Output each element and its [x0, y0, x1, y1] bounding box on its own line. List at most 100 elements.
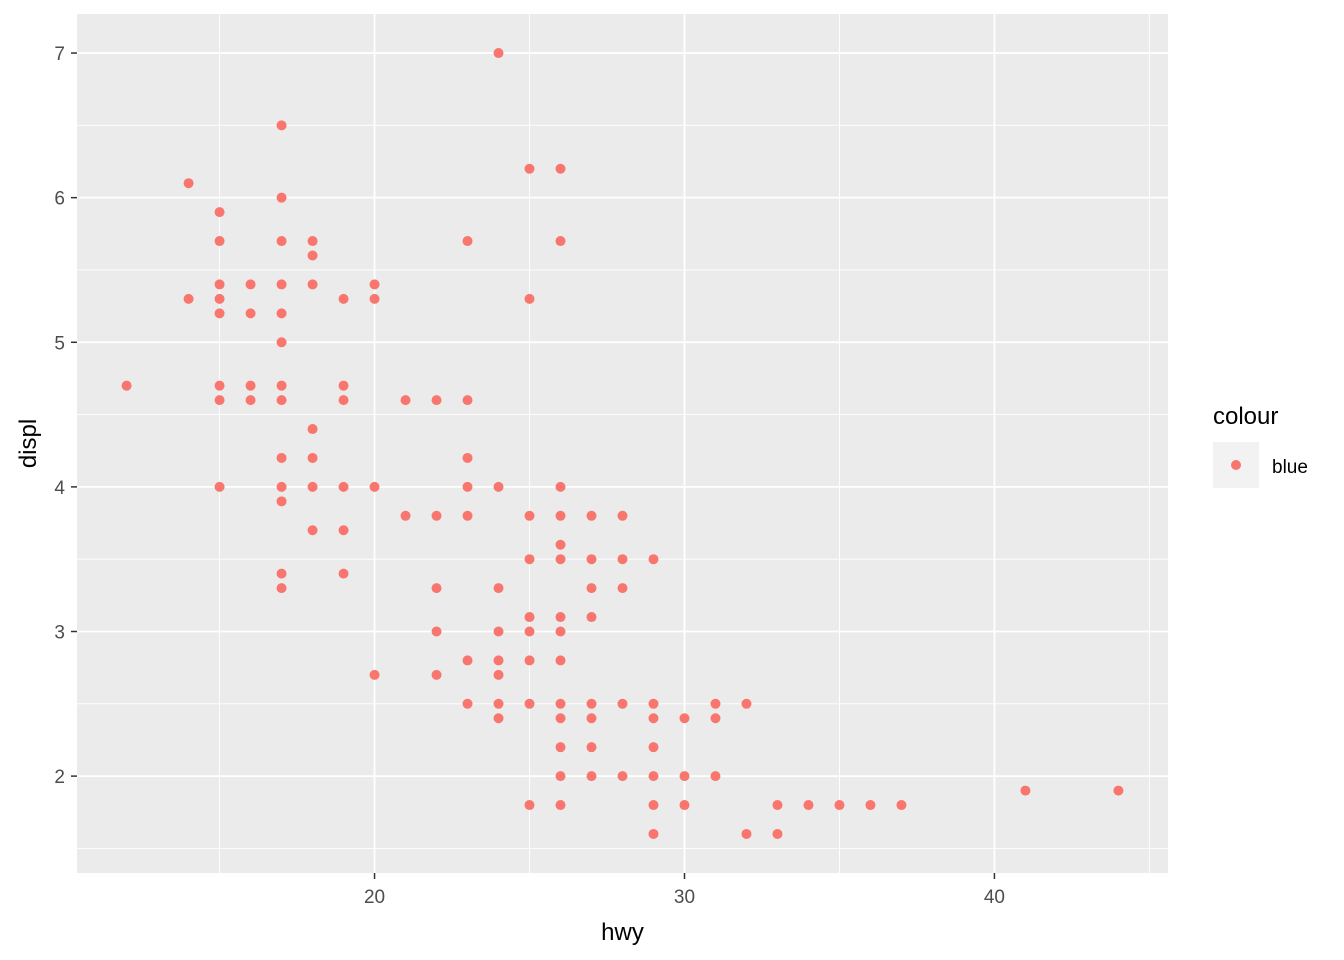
- legend: colour blue: [1213, 403, 1308, 488]
- data-point: [648, 828, 659, 839]
- data-point: [648, 771, 659, 782]
- data-point: [555, 539, 566, 550]
- data-point: [214, 207, 225, 218]
- data-point: [896, 800, 907, 811]
- y-tick-label: 7: [54, 44, 65, 65]
- data-point: [276, 452, 287, 463]
- data-point: [307, 279, 318, 290]
- data-point: [276, 481, 287, 492]
- data-point: [617, 554, 628, 565]
- x-tick-label: 20: [364, 887, 385, 908]
- data-point: [555, 698, 566, 709]
- data-point: [524, 655, 535, 666]
- data-point: [555, 800, 566, 811]
- data-point: [555, 626, 566, 637]
- data-point: [338, 525, 349, 536]
- data-point: [307, 250, 318, 261]
- data-point: [493, 669, 504, 680]
- data-point: [245, 380, 256, 391]
- data-point: [1020, 785, 1031, 796]
- data-point: [493, 655, 504, 666]
- data-point: [307, 424, 318, 435]
- legend-title: colour: [1213, 403, 1278, 430]
- x-tick-label: 40: [984, 887, 1005, 908]
- data-point: [648, 698, 659, 709]
- data-point: [648, 742, 659, 753]
- data-point: [462, 655, 473, 666]
- data-point: [369, 293, 380, 304]
- data-point: [338, 293, 349, 304]
- data-point: [679, 771, 690, 782]
- data-point: [431, 669, 442, 680]
- data-point: [555, 742, 566, 753]
- data-point: [431, 510, 442, 521]
- data-point: [369, 481, 380, 492]
- data-point: [493, 48, 504, 59]
- data-point: [493, 626, 504, 637]
- data-point: [865, 800, 876, 811]
- data-point: [617, 698, 628, 709]
- data-point: [555, 163, 566, 174]
- data-point: [710, 713, 721, 724]
- data-point: [214, 279, 225, 290]
- data-point: [276, 120, 287, 131]
- data-points: [121, 48, 1124, 839]
- data-point: [276, 380, 287, 391]
- data-point: [710, 698, 721, 709]
- data-point: [555, 554, 566, 565]
- data-point: [276, 308, 287, 319]
- data-point: [307, 452, 318, 463]
- y-tick-label: 4: [54, 478, 65, 499]
- data-point: [369, 669, 380, 680]
- data-point: [772, 800, 783, 811]
- data-point: [245, 395, 256, 406]
- data-point: [524, 626, 535, 637]
- data-point: [276, 337, 287, 348]
- data-point: [276, 279, 287, 290]
- data-point: [555, 655, 566, 666]
- legend-point-marker: [1231, 460, 1241, 470]
- y-tick-label: 5: [54, 333, 65, 354]
- data-point: [586, 713, 597, 724]
- data-point: [400, 395, 411, 406]
- data-point: [214, 380, 225, 391]
- data-point: [431, 395, 442, 406]
- data-point: [462, 395, 473, 406]
- data-point: [617, 510, 628, 521]
- data-point: [741, 828, 752, 839]
- data-point: [462, 481, 473, 492]
- data-point: [369, 279, 380, 290]
- data-point: [617, 771, 628, 782]
- data-point: [1113, 785, 1124, 796]
- plot-panel: [77, 14, 1168, 873]
- data-point: [555, 510, 566, 521]
- data-point: [338, 481, 349, 492]
- y-axis-title: displ: [15, 419, 42, 468]
- data-point: [214, 293, 225, 304]
- data-point: [741, 698, 752, 709]
- data-point: [307, 481, 318, 492]
- data-point: [524, 163, 535, 174]
- data-point: [276, 496, 287, 507]
- data-point: [276, 395, 287, 406]
- data-point: [276, 568, 287, 579]
- data-point: [586, 742, 597, 753]
- y-axis: 2 3 4 5 6 7: [54, 44, 77, 788]
- data-point: [586, 698, 597, 709]
- data-point: [555, 612, 566, 623]
- data-point: [524, 698, 535, 709]
- data-point: [679, 800, 690, 811]
- data-point: [524, 800, 535, 811]
- data-point: [524, 554, 535, 565]
- data-point: [245, 279, 256, 290]
- data-point: [586, 510, 597, 521]
- data-point: [276, 192, 287, 203]
- data-point: [586, 612, 597, 623]
- data-point: [803, 800, 814, 811]
- x-axis: 20 30 40: [364, 873, 1005, 908]
- y-tick-label: 3: [54, 622, 65, 643]
- data-point: [431, 626, 442, 637]
- data-point: [338, 395, 349, 406]
- data-point: [555, 481, 566, 492]
